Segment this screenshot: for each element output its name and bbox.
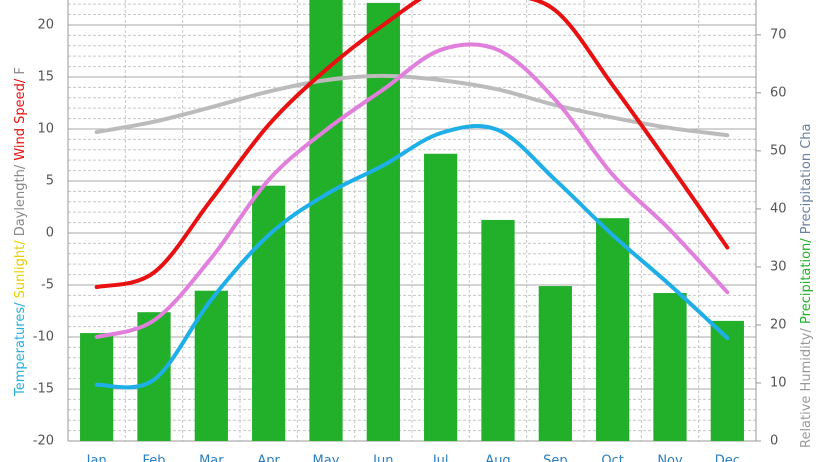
bar: [596, 218, 630, 441]
x-tick-label: Aug: [485, 454, 510, 462]
bar: [710, 320, 744, 441]
y2-tick-label: 70: [770, 27, 787, 42]
bar: [424, 153, 458, 441]
bar: [481, 219, 515, 441]
x-tick-label: Nov: [657, 454, 683, 462]
bar: [653, 293, 687, 441]
y-tick-label: 15: [37, 69, 54, 84]
axis-title-part: Daylength/: [13, 164, 28, 240]
line-series: [94, 124, 730, 390]
x-tick-label: Dec: [715, 454, 740, 462]
axis-title: Temperatures/ Sunlight/ Daylength/ Wind …: [13, 67, 28, 397]
bar: [252, 185, 286, 441]
y2-tick-label: 30: [770, 259, 787, 274]
y-tick-label: -15: [33, 381, 54, 396]
axis-title-part: Relative Humidity/: [799, 327, 814, 448]
line-series: [94, 0, 730, 290]
y-tick-label: -5: [41, 277, 54, 292]
line-series: [94, 73, 730, 138]
bar: [309, 0, 343, 441]
x-tick-label: Sep: [543, 454, 568, 462]
y-tick-label: -10: [33, 329, 54, 344]
x-tick-label: Jan: [86, 454, 107, 462]
x-tick-label: Jun: [372, 454, 393, 462]
axis-title-part: Precipitation/: [799, 238, 814, 328]
y-tick-label: 10: [37, 121, 54, 136]
line-series: [94, 42, 730, 339]
y2-tick-label: 60: [770, 85, 787, 100]
y2-tick-label: 50: [770, 143, 787, 158]
y2-tick-label: 10: [770, 375, 787, 390]
y-tick-label: 20: [37, 17, 54, 32]
grid: [67, 0, 761, 442]
axis-title-part: Temperatures/: [13, 302, 28, 397]
bar: [366, 2, 400, 441]
bar: [137, 312, 171, 441]
y-tick-label: 5: [46, 173, 54, 188]
x-tick-label: Jul: [432, 454, 449, 462]
y2-tick-label: 0: [770, 434, 778, 449]
y-tick-label: -20: [33, 434, 54, 449]
x-tick-label: Feb: [142, 454, 165, 462]
x-tick-label: May: [313, 454, 340, 462]
y2-tick-label: 40: [770, 201, 787, 216]
y2-tick-label: 20: [770, 317, 787, 332]
axis-title-part: Sunlight/: [13, 240, 28, 303]
lines: [94, 0, 730, 390]
axis-title: Relative Humidity/ Precipitation/ Precip…: [799, 124, 814, 448]
x-tick-label: Apr: [257, 454, 280, 462]
x-tick-label: Mar: [199, 454, 224, 462]
labels: -20 -15 -10 -5 0 5 10 15 20 0 10 20 30 40 50 60 70 Jan Feb…: [13, 17, 814, 462]
axis-title-part: Wind Speed/: [13, 78, 28, 165]
axis-title-part: F: [13, 67, 28, 79]
x-tick-label: Oct: [601, 454, 623, 462]
y-tick-label: 0: [46, 225, 54, 240]
axis-title-part: Precipitation Cha: [799, 124, 814, 239]
bar: [538, 286, 572, 441]
